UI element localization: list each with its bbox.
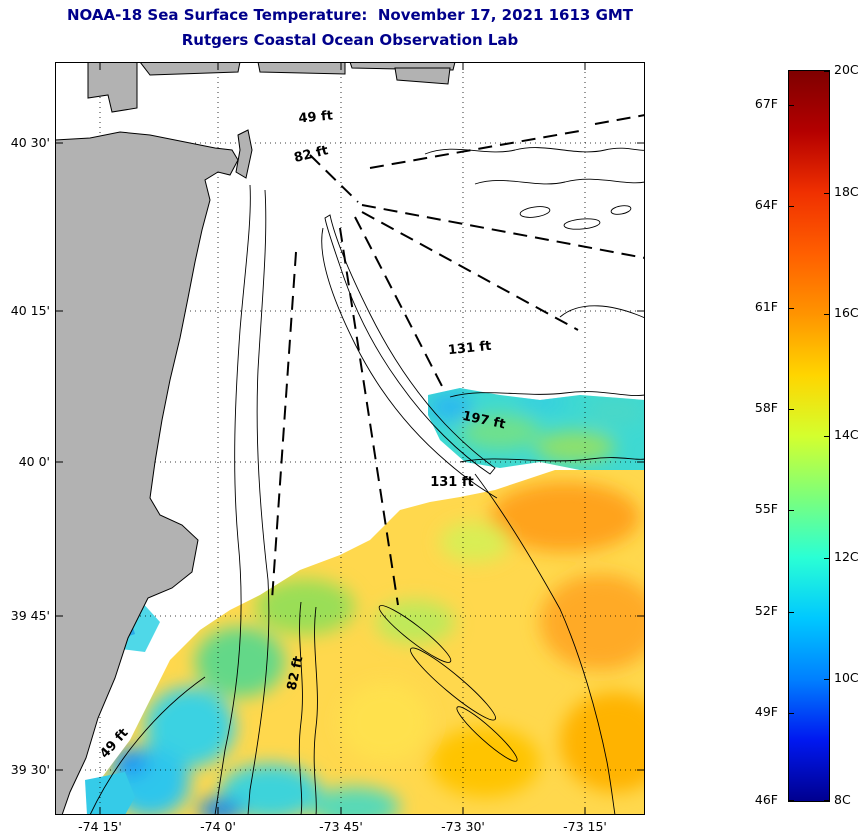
x-tick-label: -73 15' <box>563 819 607 834</box>
colorbar-tick <box>789 307 794 309</box>
colorbar-f-label: 64F <box>754 197 778 213</box>
colorbar-f-label: 49F <box>754 704 778 720</box>
colorbar-c-label: 14C <box>834 427 859 442</box>
colorbar-c-label: 18C <box>834 183 859 199</box>
colorbar-c-label: 20C <box>834 62 859 77</box>
map-title: NOAA-18 Sea Surface Temperature: Novembe… <box>66 6 634 24</box>
colorbar-tick <box>789 510 794 512</box>
x-tick-label: -73 30' <box>441 819 485 834</box>
colorbar-tick <box>824 679 829 681</box>
colorbar-tick <box>789 408 794 410</box>
colorbar-f-label: 67F <box>754 95 778 111</box>
colorbar-f-label: 61F <box>754 298 778 314</box>
colorbar-tick <box>824 436 829 437</box>
y-tick-label: 39 45' <box>10 608 50 623</box>
colorbar-tick <box>789 800 794 801</box>
sst-map: 49 ft 82 ft 131 ft 197 ft 131 ft 82 ft 49 ft <box>54 61 646 816</box>
y-tick-label: 40 15' <box>10 303 50 318</box>
depth-label: 131 ft <box>430 475 474 490</box>
shipping-lane-lines <box>271 114 646 606</box>
colorbar-c-label: 16C <box>834 305 859 321</box>
colorbar-f-label: 58F <box>754 399 778 415</box>
colorbar-f-label: 55F <box>754 501 778 517</box>
colorbar-c-label: 12C <box>834 548 859 564</box>
y-tick-label: 40 0' <box>18 454 50 469</box>
colorbar-tick <box>824 800 829 801</box>
colorbar-c-label: 10C <box>834 670 859 686</box>
x-tick-label: -74 15' <box>78 819 122 834</box>
x-tick-label: -73 45' <box>319 819 363 834</box>
colorbar-f-label: 46F <box>754 792 778 807</box>
axis-ticks <box>55 62 645 815</box>
map-subtitle: Rutgers Coastal Ocean Observation Lab <box>181 31 519 49</box>
colorbar-gradient <box>788 70 830 802</box>
colorbar-c-label: 8C <box>834 792 851 807</box>
colorbar-tick <box>789 611 794 613</box>
x-tick-label: -74 0' <box>200 819 236 834</box>
depth-label: 82 ft <box>285 655 307 692</box>
colorbar-fahrenheit-labels: 67F 64F 61F 58F 55F 52F 49F 46F <box>736 70 784 807</box>
colorbar-f-label: 52F <box>754 602 778 618</box>
colorbar-tick <box>824 314 829 316</box>
colorbar-celsius-labels: 20C 18C 16C 14C 12C 10C 8C <box>834 62 864 807</box>
colorbar-tick <box>824 192 829 194</box>
colorbar-tick <box>789 206 794 208</box>
land-polygons <box>54 61 456 816</box>
y-tick-label: 40 30' <box>10 135 50 150</box>
depth-label: 49 ft <box>298 109 334 127</box>
y-tick-label: 39 30' <box>10 762 50 777</box>
map-border <box>55 62 645 815</box>
colorbar-tick <box>824 71 829 72</box>
colorbar-tick <box>789 104 794 106</box>
depth-label: 131 ft <box>447 339 492 358</box>
colorbar-tick <box>789 713 794 715</box>
colorbar-tick <box>824 557 829 559</box>
